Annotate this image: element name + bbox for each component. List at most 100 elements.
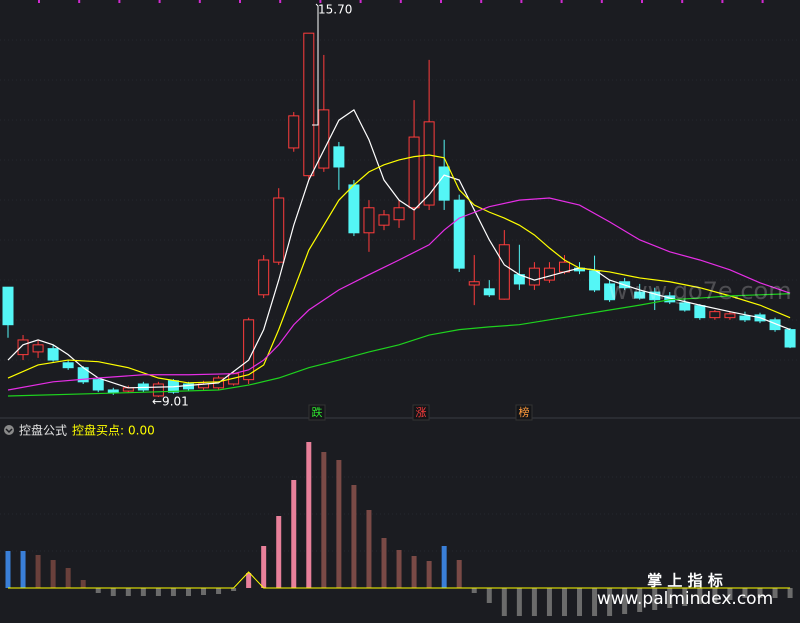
badge: 榜: [519, 405, 530, 419]
indicator-bar: [411, 556, 417, 588]
indicator-bar: [561, 588, 567, 616]
candle-body: [363, 207, 375, 234]
indicator-bar: [321, 452, 327, 588]
indicator-bar: [742, 588, 748, 598]
indicator-bar: [757, 588, 763, 598]
indicator-bar: [155, 588, 161, 596]
collapse-icon[interactable]: [4, 425, 14, 435]
candle-body: [528, 267, 540, 286]
indicator-line: [8, 571, 791, 589]
top-marker: [641, 0, 643, 3]
watermark: 掌 上 指 标: [647, 572, 723, 590]
indicator-bar: [291, 480, 297, 588]
top-marker: [279, 0, 282, 3]
indicator-bar: [531, 588, 537, 616]
indicator-bar: [697, 588, 703, 604]
candle-body: [769, 319, 781, 331]
badge: 涨: [416, 406, 427, 419]
candle-body: [92, 379, 104, 391]
candle-body: [32, 344, 44, 353]
indicator-bar: [712, 588, 718, 602]
indicator-bar: [426, 561, 432, 588]
indicator-bar: [5, 551, 11, 588]
candle-body: [438, 166, 450, 201]
candle-body: [152, 383, 164, 397]
indicator-bar: [50, 560, 56, 588]
candle-body: [709, 311, 721, 319]
candle-body: [62, 362, 74, 369]
candle-body: [273, 197, 285, 263]
badge-box: [308, 404, 326, 421]
indicator-bar: [577, 588, 583, 616]
candle-body: [303, 32, 315, 177]
indicator-bar: [516, 588, 522, 616]
top-marker: [198, 0, 201, 3]
badge-box: [412, 404, 430, 421]
indicator-bar: [201, 588, 207, 595]
indicator-bar: [501, 588, 507, 616]
top-marker: [520, 0, 523, 3]
top-marker: [359, 0, 362, 3]
candle-body: [408, 136, 420, 209]
indicator-bar: [486, 588, 492, 603]
candle-body: [17, 339, 29, 356]
candle-body: [694, 305, 706, 319]
indicator-bar: [306, 442, 312, 588]
low-annotation: ←9.01: [152, 395, 189, 409]
candle-body: [679, 302, 691, 311]
candle-body: [47, 348, 59, 361]
indicator-bar: [456, 560, 462, 588]
candle-body: [378, 214, 390, 226]
indicator-bar: [682, 588, 688, 606]
indicator-bar: [246, 573, 252, 588]
indicator-bar: [351, 485, 357, 588]
indicator-bar: [35, 555, 41, 588]
candle-body: [589, 270, 601, 291]
indicator-bar: [276, 516, 282, 588]
indicator-bar: [667, 588, 673, 608]
candle-body: [634, 291, 646, 299]
high-annotation: 15.70: [318, 3, 352, 17]
indicator-bar: [216, 588, 222, 594]
indicator-bar: [787, 588, 793, 598]
indicator-bar: [261, 546, 267, 588]
indicator-bar: [592, 588, 598, 616]
indicator-bar: [546, 588, 552, 616]
collapse-chevron: [5, 428, 13, 434]
top-marker: [158, 0, 161, 3]
candle-body: [543, 267, 555, 281]
indicator-bar: [652, 588, 658, 610]
candle-body: [724, 313, 736, 319]
indicator-bar: [65, 568, 71, 588]
top-marker: [38, 0, 40, 3]
indicator-bar: [366, 510, 372, 588]
indicator-bar: [140, 588, 146, 596]
indicator-bar: [110, 588, 116, 596]
top-marker: [78, 0, 81, 3]
indicator-bar: [607, 588, 613, 616]
indicator-bar: [441, 546, 447, 588]
indicator-bar: [125, 588, 131, 596]
candle-body: [453, 199, 465, 269]
badge: 跌: [312, 405, 323, 419]
watermark: www.go7e.com: [608, 277, 791, 305]
indicator-bar: [80, 580, 86, 588]
moving-average: [7, 108, 791, 389]
indicator-bar: [727, 588, 733, 600]
candle-body: [288, 115, 300, 149]
top-marker: [118, 0, 121, 3]
candle-body: [739, 315, 751, 321]
indicator-bar: [185, 588, 191, 596]
indicator-bar: [20, 551, 26, 588]
indicator-bar: [231, 588, 237, 591]
indicator-bar: [396, 550, 402, 588]
moving-average: [7, 197, 791, 391]
candle-body: [604, 283, 616, 301]
top-marker: [600, 0, 603, 3]
indicator-bar: [170, 588, 176, 596]
candle-body: [348, 184, 360, 234]
badge-box: [515, 404, 533, 421]
indicator-bar: [336, 460, 342, 588]
